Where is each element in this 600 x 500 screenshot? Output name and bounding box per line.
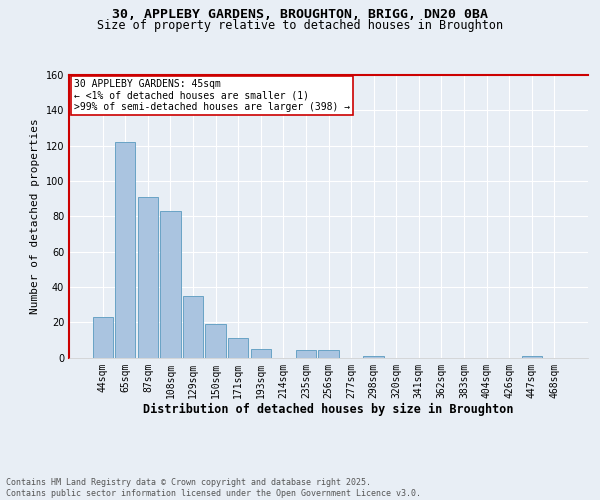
Bar <box>228 338 248 357</box>
Bar <box>160 211 181 358</box>
Bar <box>296 350 316 358</box>
Bar <box>205 324 226 358</box>
Text: 30, APPLEBY GARDENS, BROUGHTON, BRIGG, DN20 0BA: 30, APPLEBY GARDENS, BROUGHTON, BRIGG, D… <box>112 8 488 20</box>
Bar <box>183 296 203 358</box>
Bar <box>364 356 384 358</box>
Y-axis label: Number of detached properties: Number of detached properties <box>30 118 40 314</box>
Bar <box>251 348 271 358</box>
Bar <box>92 317 113 358</box>
Bar <box>521 356 542 358</box>
X-axis label: Distribution of detached houses by size in Broughton: Distribution of detached houses by size … <box>143 403 514 416</box>
Text: Contains HM Land Registry data © Crown copyright and database right 2025.
Contai: Contains HM Land Registry data © Crown c… <box>6 478 421 498</box>
Text: Size of property relative to detached houses in Broughton: Size of property relative to detached ho… <box>97 18 503 32</box>
Bar <box>138 197 158 358</box>
Text: 30 APPLEBY GARDENS: 45sqm
← <1% of detached houses are smaller (1)
>99% of semi-: 30 APPLEBY GARDENS: 45sqm ← <1% of detac… <box>74 79 350 112</box>
Bar <box>115 142 136 358</box>
Bar <box>319 350 338 358</box>
